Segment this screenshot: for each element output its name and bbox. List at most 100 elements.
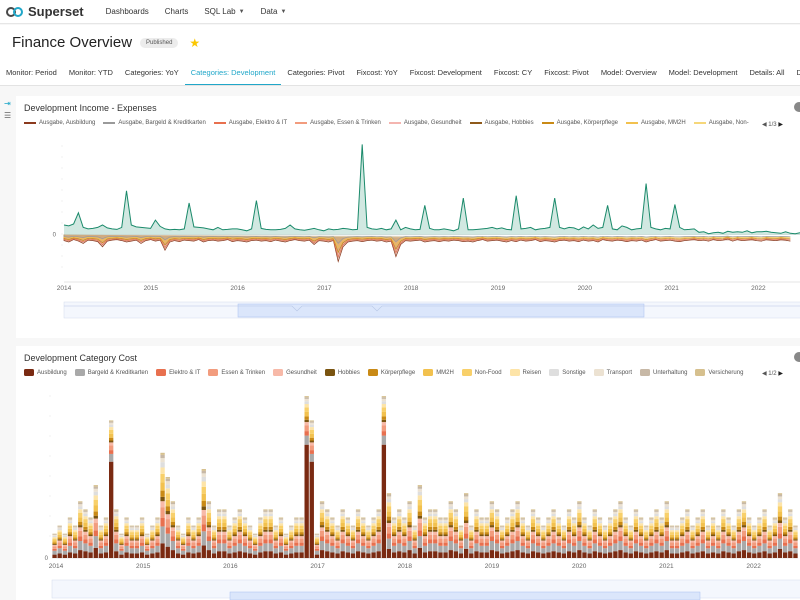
legend-item[interactable]: Ausgabe, Gesundheit	[388, 120, 462, 126]
legend-item[interactable]: Ausgabe, Bargeld & Kreditkarten	[103, 120, 206, 126]
bar-segment	[741, 501, 747, 503]
bar-segment	[608, 521, 613, 524]
axis-dot	[61, 178, 63, 180]
bar-segment	[247, 545, 253, 549]
tab-3[interactable]: Categories: Development	[184, 60, 282, 85]
legend-item[interactable]: Sonstige	[549, 369, 586, 376]
filter-icon[interactable]: ☰	[4, 111, 12, 120]
legend-item[interactable]: Transport	[593, 369, 632, 376]
published-badge[interactable]: Published	[140, 37, 179, 48]
bar-segment	[350, 548, 356, 554]
favorite-star-icon[interactable]: ★	[189, 35, 201, 50]
bar-segment	[659, 517, 664, 519]
zoom-slider[interactable]	[63, 301, 800, 319]
bar-segment	[551, 543, 556, 552]
brand[interactable]: Superset	[6, 4, 84, 19]
bar-segment	[515, 517, 520, 522]
tab-6[interactable]: Fixcost: Development	[409, 67, 482, 77]
bar-segment	[289, 526, 294, 528]
tab-9[interactable]: Model: Overview	[600, 67, 657, 77]
nav-charts[interactable]: Charts	[165, 7, 189, 16]
legend-pager[interactable]: ◀ 1/3 ▶	[762, 121, 783, 128]
bar-segment	[443, 532, 448, 535]
bar-segment	[494, 511, 500, 514]
slider-window	[237, 303, 645, 318]
legend-item[interactable]: Non-Food	[461, 369, 502, 376]
legend-item[interactable]: Ausgabe, Körperpflege	[541, 120, 618, 126]
legend-swatch	[423, 369, 434, 376]
bar-segment	[253, 550, 258, 555]
bar-segment	[618, 525, 623, 528]
bar-segment	[181, 535, 186, 538]
bar-segment	[474, 551, 479, 558]
bar-segment	[103, 521, 109, 524]
legend-item[interactable]: Bargeld & Kreditkarten	[74, 369, 148, 376]
tab-7[interactable]: Fixcost: CY	[493, 67, 533, 77]
tab-0[interactable]: Monitor: Period	[6, 67, 57, 77]
bar-segment	[422, 521, 428, 524]
tab-5[interactable]: Fixcost: YoY	[356, 67, 398, 77]
dashboard-title[interactable]: Finance Overview	[12, 34, 133, 51]
legend-prev-icon[interactable]: ◀	[762, 371, 767, 377]
tab-11[interactable]: Details: All	[749, 67, 785, 77]
bar-segment	[772, 542, 778, 546]
chart-menu-icon[interactable]	[794, 102, 800, 112]
legend-item[interactable]: Reisen	[509, 369, 541, 376]
legend-item[interactable]: Gesundheit	[273, 369, 317, 376]
legend-item[interactable]: MM2H	[423, 369, 454, 376]
legend-item[interactable]: Ausbildung	[24, 369, 67, 376]
legend-item[interactable]: Hobbies	[324, 369, 360, 376]
tab-2[interactable]: Categories: YoY	[124, 67, 179, 77]
expand-filters-icon[interactable]: ⇥	[4, 99, 11, 108]
legend-prev-icon[interactable]: ◀	[762, 122, 767, 128]
axis-dot	[49, 415, 51, 417]
bar-segment	[690, 537, 695, 540]
bar-segment	[294, 538, 299, 543]
legend-next-icon[interactable]: ▶	[778, 371, 783, 377]
tab-4[interactable]: Categories: Pivot	[287, 67, 345, 77]
bar-segment	[283, 544, 289, 547]
bar-segment	[515, 509, 520, 513]
tab-8[interactable]: Fixcost: Pivot	[544, 67, 589, 77]
legend-item[interactable]: Körperpflege	[367, 369, 415, 376]
slider-preview	[64, 305, 800, 312]
legend-item[interactable]: Unterhaltung	[640, 369, 687, 376]
bar-segment	[479, 525, 484, 529]
bar-segment	[628, 548, 633, 554]
bar-segment	[788, 510, 793, 512]
bar-segment	[566, 513, 572, 517]
legend-item[interactable]: Essen & Trinken	[208, 369, 265, 376]
legend-next-icon[interactable]: ▶	[778, 122, 783, 128]
bar-segment	[695, 534, 700, 537]
legend-item[interactable]: Versicherung	[695, 369, 743, 376]
legend-item[interactable]: Ausgabe, Elektro & IT	[213, 120, 287, 126]
tab-1[interactable]: Monitor: YTD	[68, 67, 113, 77]
legend-item[interactable]: Ausgabe, Ausbildung	[24, 120, 95, 126]
legend-item[interactable]: Ausgabe, Hobbies	[469, 120, 534, 126]
bar-segment	[649, 523, 654, 526]
bar-segment	[417, 488, 423, 492]
legend-item[interactable]: Ausgabe, Non-	[693, 120, 749, 126]
bar-segment	[268, 531, 273, 535]
nav-dashboards[interactable]: Dashboards	[106, 7, 149, 16]
bar-segment	[268, 519, 273, 523]
bar-segment	[762, 511, 767, 514]
bar-segment	[479, 542, 484, 546]
legend-pager[interactable]: ◀ 1/2 ▶	[762, 370, 783, 377]
legend-item[interactable]: Ausgabe, Essen & Trinken	[295, 120, 381, 126]
legend-item[interactable]: Elektro & IT	[156, 369, 200, 376]
tab-12[interactable]: De	[790, 60, 800, 85]
chart-menu-icon[interactable]	[794, 352, 800, 362]
tab-10[interactable]: Model: Development	[668, 67, 738, 77]
bar-segment	[536, 542, 541, 546]
zoom-slider[interactable]	[51, 579, 800, 600]
nav-sql-lab[interactable]: SQL Lab ▼	[204, 7, 244, 16]
nav-data[interactable]: Data ▼	[261, 7, 287, 16]
legend-item[interactable]: Ausgabe, MM2H	[626, 120, 686, 126]
bar-segment	[536, 528, 541, 533]
bar-segment	[145, 542, 150, 544]
bar-segment	[793, 542, 798, 546]
bar-segment	[412, 525, 417, 527]
